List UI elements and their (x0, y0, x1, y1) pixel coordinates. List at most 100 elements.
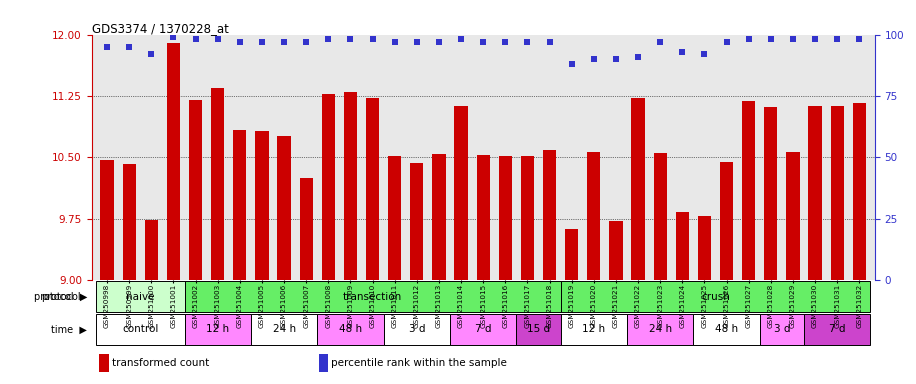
Text: naive: naive (126, 291, 155, 302)
Text: 24 h: 24 h (649, 324, 671, 334)
Bar (278, 136, 290, 280)
Text: 15 d: 15 d (527, 324, 551, 334)
Bar (587, 152, 601, 280)
Bar (653, 153, 667, 280)
Bar (831, 106, 844, 280)
Point (166, 34, 180, 40)
Bar (609, 221, 623, 280)
Bar (189, 100, 202, 280)
Bar (804, 314, 870, 345)
Text: protocol: protocol (41, 291, 81, 302)
Bar (365, 98, 379, 280)
Text: 48 h: 48 h (339, 324, 362, 334)
Point (453, 36, 468, 43)
Text: protocol  ▶: protocol ▶ (34, 291, 87, 302)
Point (852, 36, 867, 43)
Text: transformed count: transformed count (112, 358, 209, 368)
Bar (388, 156, 401, 280)
Point (653, 39, 668, 45)
Bar (521, 156, 534, 280)
Bar (123, 164, 136, 280)
Bar (476, 155, 490, 280)
Bar (211, 88, 224, 280)
Point (498, 39, 513, 45)
Point (255, 39, 269, 45)
Text: GDS3374 / 1370228_at: GDS3374 / 1370228_at (92, 22, 228, 35)
Bar (764, 107, 778, 280)
Bar (256, 131, 268, 280)
Bar (454, 106, 468, 280)
Text: crush: crush (701, 291, 730, 302)
Bar (319, 354, 328, 372)
Bar (96, 281, 184, 312)
Bar (693, 314, 759, 345)
Point (697, 51, 712, 57)
Bar (184, 314, 251, 345)
Bar (676, 212, 689, 280)
Text: 3 d: 3 d (409, 324, 425, 334)
Bar (561, 314, 627, 345)
Point (631, 54, 646, 60)
Point (409, 39, 424, 45)
Point (431, 39, 446, 45)
Point (830, 36, 845, 43)
Bar (565, 229, 578, 280)
Point (277, 39, 291, 45)
Point (344, 36, 358, 43)
Bar (631, 98, 645, 280)
Bar (853, 103, 866, 280)
Bar (627, 314, 693, 345)
Point (808, 36, 823, 43)
Bar (720, 162, 733, 280)
Bar (101, 160, 114, 280)
Point (564, 61, 579, 67)
Point (365, 36, 380, 43)
Point (763, 36, 778, 43)
Text: 7 d: 7 d (829, 324, 845, 334)
Text: 24 h: 24 h (273, 324, 296, 334)
Point (387, 39, 402, 45)
Point (299, 39, 313, 45)
Bar (96, 314, 184, 345)
Bar (809, 106, 822, 280)
Text: 3 d: 3 d (774, 324, 791, 334)
Bar (498, 156, 512, 280)
Bar (759, 314, 804, 345)
Bar (300, 178, 313, 280)
Text: 48 h: 48 h (715, 324, 738, 334)
Bar (251, 314, 317, 345)
Point (100, 44, 114, 50)
Point (189, 36, 203, 43)
Text: control: control (122, 324, 158, 334)
Bar (698, 217, 711, 280)
Point (211, 36, 225, 43)
Point (608, 56, 623, 62)
Point (786, 36, 801, 43)
Point (520, 39, 535, 45)
Bar (384, 314, 450, 345)
Point (675, 49, 690, 55)
Bar (450, 314, 517, 345)
Bar (543, 150, 556, 280)
Point (741, 36, 756, 43)
Point (586, 56, 601, 62)
Bar (184, 281, 561, 312)
Text: 7 d: 7 d (474, 324, 492, 334)
Bar (786, 152, 800, 280)
Bar (317, 314, 384, 345)
Point (542, 39, 557, 45)
Text: 12 h: 12 h (583, 324, 605, 334)
Bar (100, 354, 109, 372)
Bar (322, 94, 335, 280)
Bar (167, 43, 180, 280)
Bar (742, 101, 756, 280)
Point (122, 44, 136, 50)
Bar (145, 220, 158, 280)
Bar (410, 163, 423, 280)
Text: time  ▶: time ▶ (51, 324, 87, 334)
Text: transection: transection (343, 291, 402, 302)
Point (233, 39, 247, 45)
Point (719, 39, 734, 45)
Point (475, 39, 490, 45)
Point (321, 36, 335, 43)
